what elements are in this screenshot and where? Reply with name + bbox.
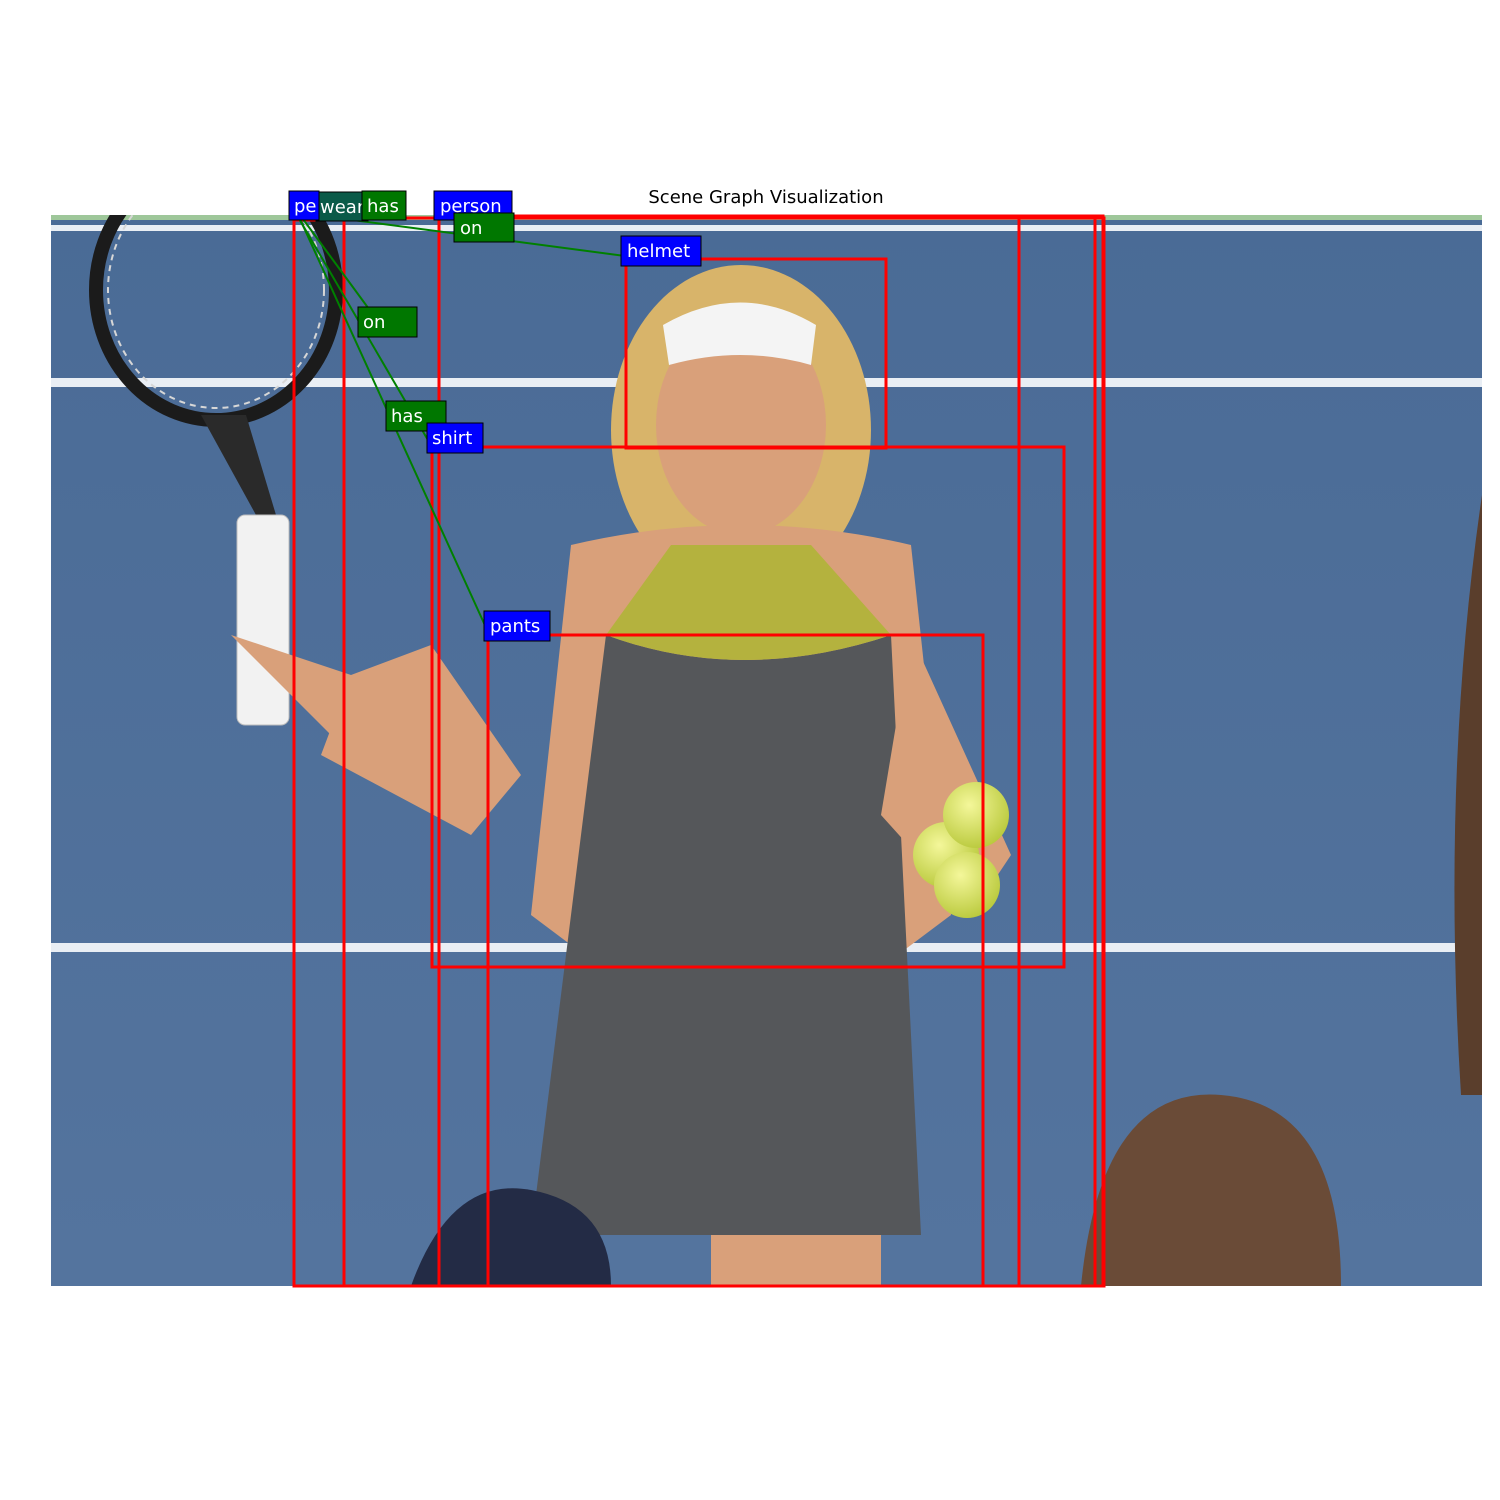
bounding-boxes <box>292 214 1106 1288</box>
object-label-shirt: shirt <box>426 422 484 454</box>
player-figure <box>231 265 1482 1286</box>
figure-title: Scene Graph Visualization <box>648 187 884 208</box>
svg-text:pants: pants <box>490 616 540 637</box>
bbox-person-a <box>292 218 346 1288</box>
object-label-helmet: helmet <box>620 235 702 267</box>
relation-label-has-top: has <box>361 190 407 221</box>
tennis-photo <box>51 215 1482 1286</box>
tennis-racket-icon <box>89 215 343 726</box>
svg-text:has: has <box>367 196 399 217</box>
svg-text:shirt: shirt <box>432 428 472 449</box>
court-line-top <box>51 225 1482 231</box>
object-label-pants: pants <box>483 610 551 642</box>
bbox-pants <box>486 633 985 1288</box>
svg-text:pe: pe <box>294 196 317 217</box>
bbox-person-d <box>1017 214 1105 1288</box>
relation-label-wear: wear <box>315 191 369 222</box>
relation-label-on-mid: on <box>357 306 418 338</box>
edge-person-to-on <box>299 214 378 321</box>
svg-text:helmet: helmet <box>627 241 690 262</box>
bbox-helmet <box>624 257 888 450</box>
svg-text:on: on <box>363 312 385 333</box>
svg-text:has: has <box>391 406 423 427</box>
bbox-shirt <box>430 445 1066 969</box>
svg-text:wear: wear <box>320 197 365 218</box>
bbox-person-c <box>437 214 1097 1288</box>
svg-text:person: person <box>440 196 502 217</box>
bbox-person-b <box>342 216 1106 1288</box>
object-label-person-a: pe <box>288 190 320 221</box>
svg-text:on: on <box>460 218 482 239</box>
relation-label-on-top: on <box>453 212 515 243</box>
